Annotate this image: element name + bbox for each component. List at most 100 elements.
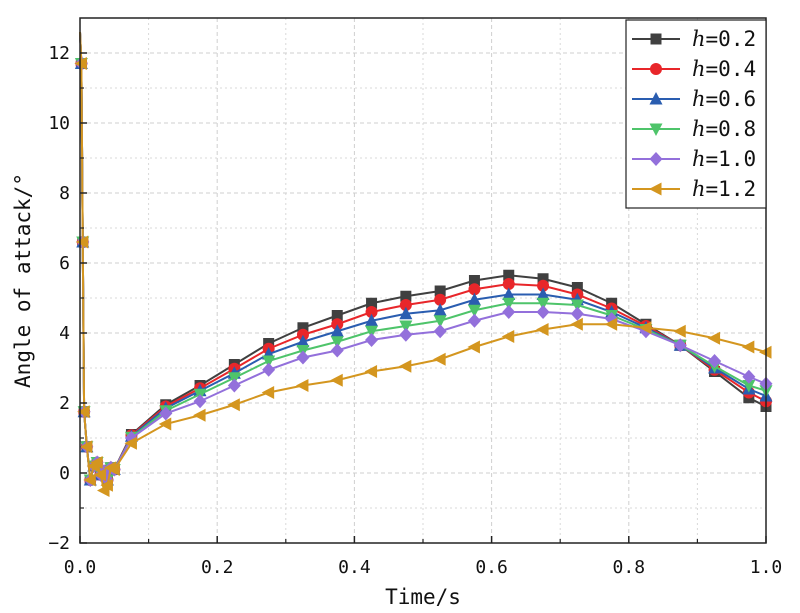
legend-label-prefix: h <box>692 57 706 81</box>
data-point <box>673 338 687 353</box>
data-point <box>365 325 379 339</box>
y-tick-label: 4 <box>59 323 70 344</box>
y-tick-label: 10 <box>48 113 70 134</box>
data-point <box>261 386 275 399</box>
data-point <box>433 324 447 339</box>
data-point <box>501 330 515 343</box>
data-point <box>604 317 618 331</box>
legend-label-prefix: h <box>692 27 706 51</box>
y-tick-label: 8 <box>59 183 70 204</box>
data-point <box>297 322 309 334</box>
data-point <box>468 275 480 286</box>
data-point <box>502 297 516 311</box>
legend-marker <box>650 33 662 45</box>
data-point <box>467 340 480 354</box>
data-point <box>537 279 550 292</box>
legend-label-value: =0.6 <box>706 87 757 111</box>
legend-label-prefix: h <box>692 177 706 201</box>
data-point <box>536 287 550 300</box>
data-point <box>742 380 756 393</box>
data-point <box>708 354 722 368</box>
x-tick-label: 0.4 <box>338 557 371 578</box>
data-point <box>537 273 549 285</box>
data-point <box>536 297 550 311</box>
data-point <box>433 315 447 328</box>
y-tick-label: 0 <box>59 463 70 484</box>
data-point <box>77 405 90 419</box>
data-point <box>467 292 481 306</box>
data-point <box>330 343 344 358</box>
legend-item: h=1.2 <box>632 177 756 201</box>
legend-label-value: =0.4 <box>706 57 757 81</box>
x-axis-title: Time/s <box>385 585 461 609</box>
series-layer <box>74 31 773 497</box>
data-point <box>262 362 276 377</box>
legend-marker <box>649 123 663 136</box>
data-point <box>330 373 343 387</box>
data-point <box>742 369 756 384</box>
data-point <box>90 456 103 469</box>
data-point <box>434 285 446 297</box>
legend-label: h=0.4 <box>692 57 756 81</box>
data-point <box>193 394 207 409</box>
data-point <box>707 331 721 345</box>
data-point <box>434 293 447 306</box>
x-tick-label: 0.8 <box>613 557 646 578</box>
data-point <box>570 317 583 331</box>
series-5 <box>74 31 772 497</box>
y-tick-label: 2 <box>59 393 70 414</box>
data-point <box>330 336 344 349</box>
data-point <box>159 406 173 421</box>
x-tick-label: 0.0 <box>64 557 97 578</box>
data-point <box>638 321 652 335</box>
x-tick-label: 1.0 <box>750 557 783 578</box>
data-point <box>364 365 378 378</box>
data-point <box>93 468 107 482</box>
y-tick-label: 12 <box>48 43 70 64</box>
legend-label: h=0.8 <box>692 117 756 141</box>
data-point <box>75 235 89 249</box>
legend-label: h=0.2 <box>692 27 756 51</box>
data-point <box>467 304 481 318</box>
data-point <box>365 313 379 327</box>
data-point <box>79 440 93 454</box>
data-point <box>399 299 412 311</box>
data-point <box>433 352 446 366</box>
legend-item: h=0.8 <box>632 117 756 141</box>
data-point <box>571 282 583 293</box>
legend-marker <box>649 182 662 196</box>
data-point <box>400 290 412 302</box>
data-point <box>331 310 343 321</box>
data-point <box>503 269 515 281</box>
legend-marker <box>649 152 663 166</box>
data-point <box>673 324 686 338</box>
legend-item: h=1.0 <box>632 147 756 171</box>
legend-item: h=0.2 <box>632 27 756 51</box>
legend-box <box>625 19 767 209</box>
legend-label-value: =1.0 <box>706 147 757 171</box>
data-point <box>468 283 481 296</box>
data-point <box>570 306 584 321</box>
data-point <box>399 327 413 342</box>
legend-marker <box>650 63 662 75</box>
data-point <box>83 473 96 487</box>
data-point <box>262 355 276 368</box>
legend: h=0.2h=0.4h=0.6h=0.8h=1.0h=1.2 <box>625 19 767 209</box>
y-tick-label: −2 <box>48 533 70 554</box>
legend-label-prefix: h <box>692 87 706 111</box>
data-point <box>295 379 309 392</box>
data-point <box>158 417 172 431</box>
data-point <box>107 463 120 476</box>
data-point <box>399 320 413 333</box>
legend-label: h=1.2 <box>692 177 756 201</box>
data-point <box>536 323 549 336</box>
data-point <box>296 334 310 348</box>
data-point <box>536 305 550 319</box>
legend-label-prefix: h <box>692 117 706 141</box>
legend-marker <box>649 92 663 105</box>
data-point <box>399 306 413 320</box>
data-point <box>433 303 447 316</box>
data-point <box>502 287 516 300</box>
data-point <box>330 324 344 337</box>
